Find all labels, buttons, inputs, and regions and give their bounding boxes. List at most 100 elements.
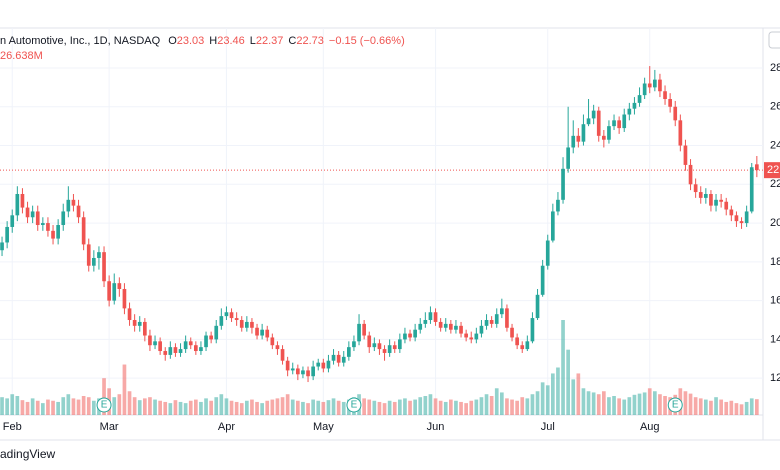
volume-bar <box>132 397 137 415</box>
candle-body <box>275 345 280 350</box>
volume-bar <box>658 394 662 415</box>
volume-bar <box>739 404 744 415</box>
volume-bar <box>301 401 305 415</box>
candle-body <box>688 164 693 185</box>
ohlc-value: 23.46 <box>217 35 245 47</box>
earnings-marker <box>667 397 683 413</box>
volume-bar <box>663 396 667 415</box>
volume-bar <box>500 392 504 415</box>
volume-bar <box>311 399 315 415</box>
volume-bar <box>296 400 300 415</box>
volume-bar <box>362 398 366 415</box>
volume-bar <box>25 401 30 415</box>
volume-bar <box>709 400 713 415</box>
candle-body <box>637 95 642 103</box>
volume-bar <box>515 400 519 415</box>
candle-body <box>581 124 586 142</box>
volume-bar <box>607 397 611 415</box>
candle-body <box>234 318 239 321</box>
volume-bar <box>71 398 76 415</box>
volume-bar <box>576 373 581 415</box>
candle-body <box>30 211 35 218</box>
candle-body <box>418 323 423 330</box>
candle-body <box>443 323 448 328</box>
volume-bar <box>127 391 132 415</box>
candle-body <box>158 341 162 352</box>
candle-body <box>464 333 468 338</box>
candle-body <box>224 312 229 317</box>
x-tick-label: Feb <box>3 421 22 433</box>
volume-bar <box>729 400 734 415</box>
volume-bar <box>51 400 55 415</box>
ohlc-key: C <box>288 35 296 47</box>
candle-body <box>367 335 372 348</box>
candle-body <box>46 223 50 231</box>
y-tick-label: 16 <box>770 295 780 307</box>
candle-body <box>296 368 300 375</box>
candle-body <box>143 321 147 336</box>
volume-bar <box>734 403 739 415</box>
candle-body <box>229 312 234 319</box>
candle-body <box>525 341 530 350</box>
volume-bar <box>464 403 468 415</box>
volume-bar <box>219 394 224 415</box>
candle-body <box>617 120 621 129</box>
candle-body <box>347 347 351 357</box>
candle-body <box>183 341 188 350</box>
candle-body <box>71 199 76 206</box>
candle-body <box>408 333 412 338</box>
volume-layer <box>0 320 759 415</box>
candle-body <box>392 345 397 350</box>
last-price-label: 22.73 <box>767 164 780 176</box>
candle-body <box>377 343 382 350</box>
volume-bar <box>270 399 275 415</box>
candle-body <box>683 145 688 165</box>
volume-bar <box>647 388 652 415</box>
y-tick-label: 20 <box>770 217 780 229</box>
candle-body <box>627 108 632 115</box>
candle-body <box>714 199 718 206</box>
candle-body <box>5 226 9 243</box>
volume-bar <box>755 399 759 415</box>
candle-body <box>607 126 611 140</box>
candle-body <box>153 341 157 346</box>
volume-bar <box>398 399 402 415</box>
volume-bar <box>280 397 285 415</box>
candle-body <box>668 99 672 107</box>
volume-bar <box>306 403 310 415</box>
volume-bar <box>581 388 586 415</box>
ohlc-value: 22.73 <box>296 35 324 47</box>
volume-bar <box>443 401 448 415</box>
candle-body <box>301 370 305 375</box>
volume-bar <box>199 401 203 415</box>
candle-body <box>290 368 295 371</box>
candle-body <box>704 193 708 198</box>
volume-bar <box>245 400 249 415</box>
ohlc-value: 22.37 <box>256 35 284 47</box>
volume-bar <box>92 400 96 415</box>
candle-body <box>25 207 30 218</box>
candle-body <box>173 347 178 353</box>
candle-body <box>199 347 203 352</box>
volume-bar <box>698 398 703 415</box>
candle-body <box>372 343 377 348</box>
volume-bar <box>642 392 647 415</box>
volume-bar <box>525 398 530 415</box>
earnings-label: E <box>351 400 358 411</box>
volume-bar <box>122 364 127 415</box>
candle-body <box>489 320 494 324</box>
candle-body <box>316 362 321 367</box>
settings-button[interactable] <box>768 31 780 49</box>
candle-body <box>10 215 15 227</box>
volume-bar <box>61 397 66 415</box>
volume-bar <box>35 400 40 415</box>
volume-bar <box>76 399 81 415</box>
x-tick-label: May <box>313 421 334 433</box>
candle-body <box>673 106 678 121</box>
volume-bar <box>250 399 254 415</box>
volume-bar <box>56 401 60 415</box>
y-tick-label: 22 <box>770 178 780 190</box>
x-tick-label: Mar <box>100 421 119 433</box>
